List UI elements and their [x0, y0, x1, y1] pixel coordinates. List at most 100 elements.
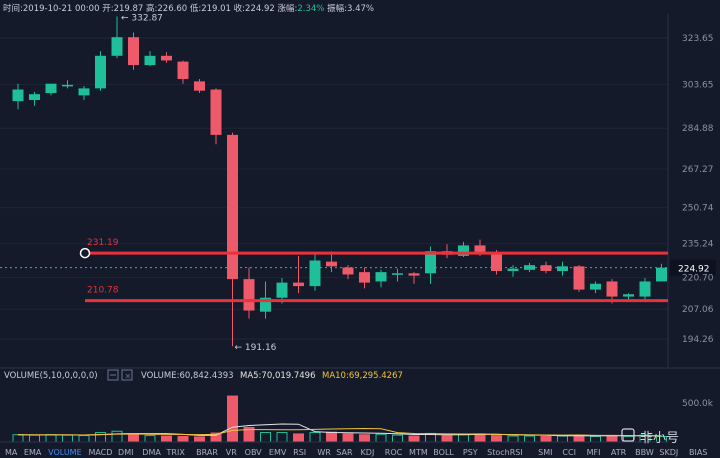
tab-sar[interactable]: SAR: [336, 448, 353, 457]
volume-bar: [441, 435, 453, 442]
candle-body: [557, 266, 568, 271]
candle-body: [639, 281, 651, 297]
y-tick-label: 267.27: [682, 165, 714, 175]
candle: [29, 91, 40, 106]
volume-axis-label: 500.0k: [682, 399, 714, 409]
y-tick-label: 284.88: [682, 124, 714, 134]
volume-bar: [573, 435, 585, 442]
candle: [95, 51, 106, 91]
y-tick-label: 194.26: [682, 335, 714, 345]
tab-skdj[interactable]: SKDJ: [659, 448, 678, 457]
price-tag: 224.92: [678, 265, 710, 275]
volume-bar: [128, 433, 139, 442]
tab-emv[interactable]: EMV: [269, 448, 287, 457]
y-tick-label: 303.65: [682, 81, 714, 91]
tab-mtm[interactable]: MTM: [409, 448, 428, 457]
tab-vr[interactable]: VR: [226, 448, 237, 457]
volume-bar: [243, 426, 255, 442]
candle-body: [326, 261, 337, 267]
candle-body: [408, 273, 420, 276]
support-resistance-lines[interactable]: 231.19 210.78 224.92: [0, 238, 716, 303]
candle-body: [144, 55, 156, 66]
candle-body: [95, 55, 106, 89]
tab-ema[interactable]: EMA: [24, 448, 42, 457]
tab-wr[interactable]: WR: [317, 448, 331, 457]
candle-body: [78, 88, 90, 96]
candle: [12, 83, 24, 110]
tab-atr[interactable]: ATR: [611, 448, 627, 457]
volume-bar: [326, 431, 337, 442]
tab-cci[interactable]: CCI: [562, 448, 576, 457]
y-tick-label: 250.74: [682, 204, 714, 214]
candle: [128, 32, 139, 70]
close-icon-glyph: ×: [125, 372, 132, 381]
resistance-label: 231.19: [87, 238, 119, 248]
candle-body: [29, 94, 40, 100]
close-icon[interactable]: [121, 369, 133, 381]
candle-body: [161, 55, 172, 61]
tab-roc[interactable]: ROC: [385, 448, 403, 457]
candle-body: [210, 89, 222, 135]
tab-boll[interactable]: BOLL: [433, 448, 454, 457]
candle-body: [491, 253, 502, 271]
candle-body: [606, 281, 618, 297]
candlestick-series: ← 332.87 ← 191.16: [12, 14, 667, 353]
y-tick-label: 323.65: [682, 34, 714, 44]
volume-value: VOLUME:60,842.4393: [141, 371, 234, 381]
candle-body: [573, 266, 585, 290]
tab-dma[interactable]: DMA: [142, 448, 161, 457]
volume-indicator-label: VOLUME(5,10,0,0,0,0): [4, 371, 98, 381]
candle: [161, 52, 172, 63]
tab-macd[interactable]: MACD: [88, 448, 112, 457]
candle-body: [392, 273, 403, 275]
candle-body: [359, 272, 370, 283]
candle-body: [375, 272, 387, 282]
candle-body: [227, 134, 238, 280]
candle: [392, 268, 403, 282]
candle-body: [507, 268, 519, 271]
volume-bar: [474, 433, 486, 442]
candle: [375, 269, 387, 288]
tab-rsi[interactable]: RSI: [293, 448, 306, 457]
resistance-handle[interactable]: [79, 247, 91, 259]
candle-body: [276, 282, 288, 298]
candle-body: [293, 282, 304, 287]
volume-bar: [177, 435, 189, 442]
tab-mfi[interactable]: MFI: [587, 448, 601, 457]
volume-panel: 500.0k VOLUME(5,10,0,0,0,0) × VOLUME:60,842…: [0, 369, 714, 443]
candle: [144, 51, 156, 67]
tab-volume[interactable]: VOLUME: [48, 448, 82, 457]
tab-ma[interactable]: MA: [5, 448, 18, 457]
candle: [623, 293, 634, 301]
tab-dmi[interactable]: DMI: [118, 448, 133, 457]
candle: [590, 281, 601, 294]
candle-body: [62, 84, 73, 87]
volume-ma5-value: MA5:70,019.7496: [240, 371, 316, 381]
candle-body: [243, 279, 255, 311]
ohlc-info-text: 时间:2019-10-21 00:00 开:219.87 高:226.60 低:…: [3, 3, 374, 14]
chart-grid: [0, 14, 720, 369]
tab-stochrsi[interactable]: StochRSI: [487, 448, 523, 457]
settings-icon[interactable]: [107, 369, 119, 381]
candle: [557, 261, 568, 276]
tab-bias[interactable]: BIAS: [689, 448, 707, 457]
tab-psy[interactable]: PSY: [463, 448, 478, 457]
candle-body: [111, 37, 123, 56]
support-label: 210.78: [87, 286, 119, 296]
tab-trix[interactable]: TRIX: [166, 448, 186, 457]
candle-body: [260, 297, 271, 312]
candle-body: [45, 83, 57, 94]
candle: [62, 80, 73, 89]
indicator-tabs[interactable]: MA EMA VOLUME MACD DMI DMA TRIX BRAR VR OBV EMV RSI…: [0, 428, 720, 458]
candle-body: [128, 37, 139, 66]
tab-kdj[interactable]: KDJ: [361, 448, 375, 457]
tab-bbw[interactable]: BBW: [635, 448, 654, 457]
candle: [326, 251, 337, 273]
tab-obv[interactable]: OBV: [245, 448, 263, 457]
tab-brar[interactable]: BRAR: [196, 448, 218, 457]
tab-smi[interactable]: SMI: [538, 448, 552, 457]
candle-body: [194, 81, 205, 91]
volume-bar: [359, 434, 370, 442]
candle: [194, 79, 205, 94]
